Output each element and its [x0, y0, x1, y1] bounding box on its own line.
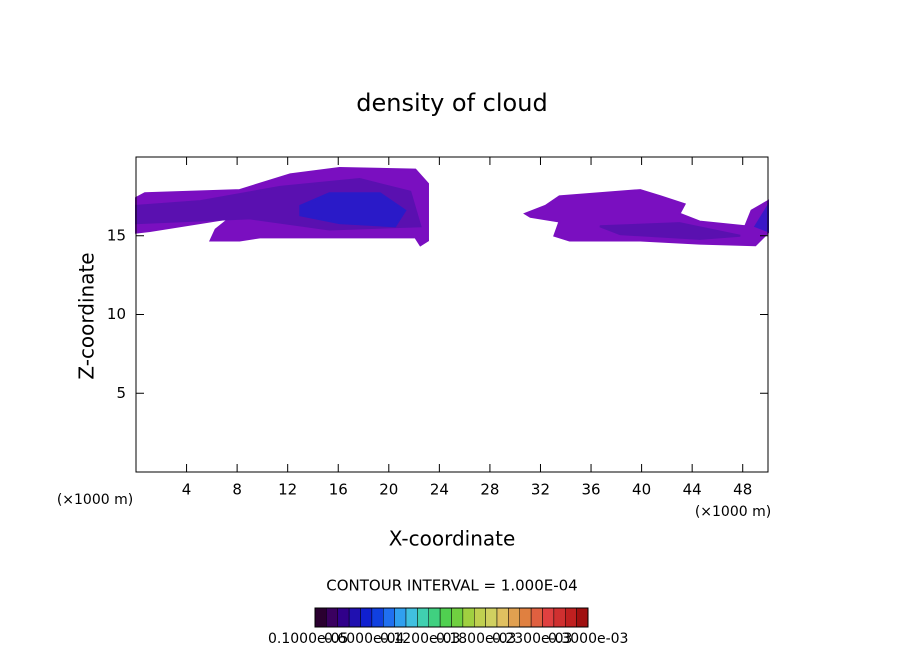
colorbar-swatch: [394, 607, 407, 628]
colorbar-swatch: [371, 607, 384, 628]
x-tick-label: 40: [632, 481, 651, 499]
colorbar-swatch: [348, 607, 361, 628]
colorbar-swatch: [428, 607, 441, 628]
y-tick-label: 15: [107, 226, 126, 244]
colorbar-swatch: [519, 607, 532, 628]
colorbar-swatch: [576, 607, 589, 628]
colorbar-swatch: [383, 607, 395, 628]
x-tick-label: 32: [531, 481, 550, 499]
y-axis-label: Z-coordinate: [75, 252, 99, 379]
colorbar-frame: [314, 607, 589, 628]
x-tick-label: 4: [182, 481, 192, 499]
colorbar-label: 0.1800e-03: [436, 631, 516, 647]
contour-interval: CONTOUR INTERVAL = 1.000E-04: [326, 577, 577, 595]
colorbar-swatch: [565, 607, 577, 628]
colorbar-swatch: [337, 607, 350, 628]
contour-region: [599, 222, 741, 240]
x-axis-label: X-coordinate: [389, 527, 516, 551]
colorbar-swatch: [530, 607, 543, 628]
colorbar-swatch: [439, 607, 452, 628]
colorbar-swatch: [553, 607, 566, 628]
colorbar-swatch: [508, 607, 520, 628]
colorbar-swatch: [451, 607, 464, 628]
colorbar-swatch: [496, 607, 509, 628]
x-tick-label: 48: [733, 481, 752, 499]
colorbar-swatch: [405, 607, 418, 628]
colorbar-swatch: [485, 607, 498, 628]
y-tick-label: 5: [116, 384, 126, 402]
x-tick-label: 12: [278, 481, 297, 499]
chart-title: density of cloud: [356, 89, 547, 117]
x-tick-label: 20: [379, 481, 398, 499]
contour-regions: [135, 167, 769, 247]
x-tick-label: 24: [430, 481, 449, 499]
colorbar-swatch: [314, 607, 327, 628]
colorbar-label: 0.6000e-04: [324, 631, 405, 647]
colorbar-swatch: [474, 607, 486, 628]
colorbar-label: 0.2300e-03: [492, 631, 572, 647]
x-tick-label: 28: [480, 481, 499, 499]
colorbar-swatch: [360, 607, 373, 628]
colorbar-swatch: [462, 607, 475, 628]
x-tick-label: 44: [683, 481, 702, 499]
colorbar-swatch: [326, 607, 338, 628]
colorbar-swatch: [542, 607, 555, 628]
x-tick-label: 16: [329, 481, 348, 499]
x-tick-label: 36: [581, 481, 600, 499]
x-unit-label: (×1000 m): [695, 504, 771, 520]
contour-region: [299, 192, 407, 228]
y-tick-label: 10: [107, 305, 126, 323]
y-unit-label: (×1000 m): [57, 492, 133, 508]
colorbar-swatch: [417, 607, 429, 628]
colorbar-label: 0.3000e-03: [548, 631, 628, 647]
colorbar-label: 0.1000e-05: [268, 631, 348, 647]
colorbar-label: 0.1200e-03: [380, 631, 460, 647]
x-tick-label: 8: [232, 481, 242, 499]
